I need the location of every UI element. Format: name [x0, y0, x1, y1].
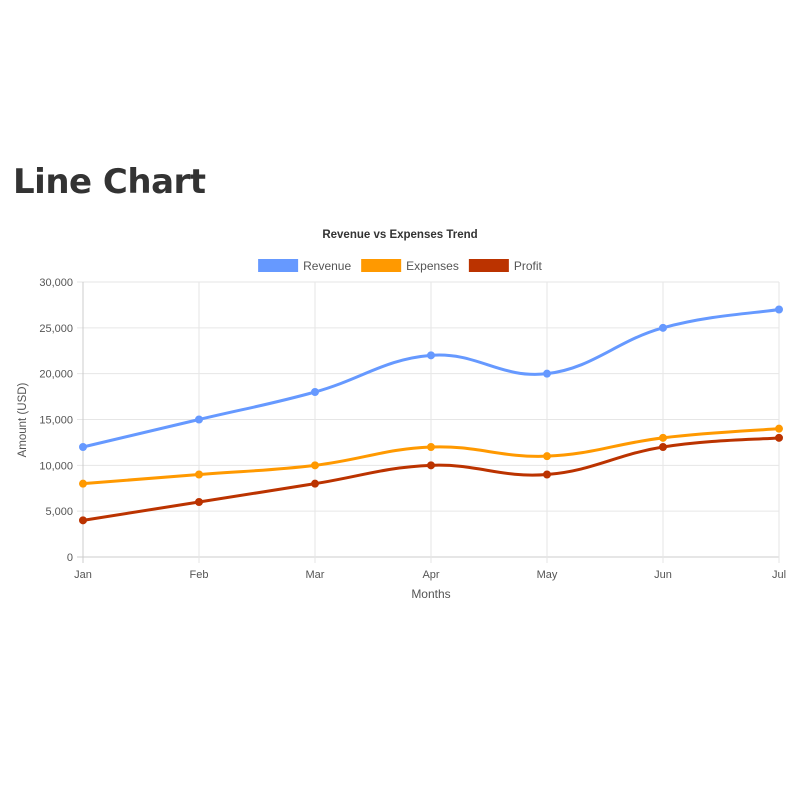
- x-tick-label: Apr: [422, 569, 439, 581]
- y-tick-label: 30,000: [39, 277, 73, 289]
- data-point-revenue[interactable]: [311, 388, 319, 396]
- y-tick-label: 20,000: [39, 369, 73, 381]
- x-tick-label: Mar: [306, 569, 325, 581]
- page-title: Line Chart: [13, 162, 206, 202]
- data-point-expenses[interactable]: [311, 461, 319, 470]
- data-point-revenue[interactable]: [195, 415, 203, 424]
- data-point-profit[interactable]: [311, 479, 319, 488]
- data-point-profit[interactable]: [543, 470, 551, 479]
- legend-item-revenue[interactable]: Revenue: [258, 259, 351, 273]
- x-tick-label: May: [537, 569, 558, 581]
- chart-title: Revenue vs Expenses Trend: [322, 229, 477, 241]
- y-tick-label: 15,000: [39, 415, 73, 427]
- x-tick-label: Jul: [772, 569, 786, 581]
- series-lines: [79, 305, 783, 525]
- data-point-revenue[interactable]: [79, 443, 87, 451]
- data-point-revenue[interactable]: [775, 305, 783, 314]
- legend-item-expenses[interactable]: Expenses: [361, 259, 459, 273]
- data-point-profit[interactable]: [659, 443, 667, 451]
- data-point-revenue[interactable]: [543, 369, 551, 378]
- data-point-expenses[interactable]: [427, 443, 435, 451]
- x-tick-label: Jun: [654, 569, 672, 581]
- legend-item-profit[interactable]: Profit: [468, 259, 543, 273]
- data-point-revenue[interactable]: [659, 323, 667, 332]
- data-point-profit[interactable]: [427, 461, 435, 470]
- data-point-expenses[interactable]: [659, 433, 667, 442]
- legend-swatch-profit: [468, 259, 509, 272]
- data-point-expenses[interactable]: [79, 479, 87, 488]
- y-tick-label: 10,000: [39, 460, 73, 472]
- data-point-expenses[interactable]: [543, 452, 551, 461]
- y-tick-label: 0: [67, 552, 73, 564]
- x-axis-label: Months: [411, 587, 450, 601]
- legend-swatch-expenses: [361, 259, 402, 272]
- data-point-expenses[interactable]: [775, 424, 783, 433]
- data-point-profit[interactable]: [775, 433, 783, 442]
- y-tick-label: 25,000: [39, 323, 73, 335]
- x-tick-label: Jan: [74, 569, 92, 581]
- data-point-profit[interactable]: [79, 516, 87, 525]
- legend-swatch-revenue: [258, 259, 299, 272]
- data-point-expenses[interactable]: [195, 470, 203, 479]
- data-point-profit[interactable]: [195, 498, 203, 506]
- legend: Revenue Expenses Profit: [258, 259, 543, 273]
- legend-label-revenue: Revenue: [303, 259, 351, 273]
- x-tick-label: Feb: [190, 569, 209, 581]
- data-point-revenue[interactable]: [427, 351, 435, 360]
- axes: 0 5,000 10,000 15,000 20,000 25,000 30,000 Jan F…: [39, 277, 786, 581]
- legend-label-expenses: Expenses: [406, 259, 459, 273]
- y-tick-label: 5,000: [45, 506, 73, 518]
- y-axis-label: Amount (USD): [17, 382, 29, 457]
- legend-label-profit: Profit: [514, 259, 543, 273]
